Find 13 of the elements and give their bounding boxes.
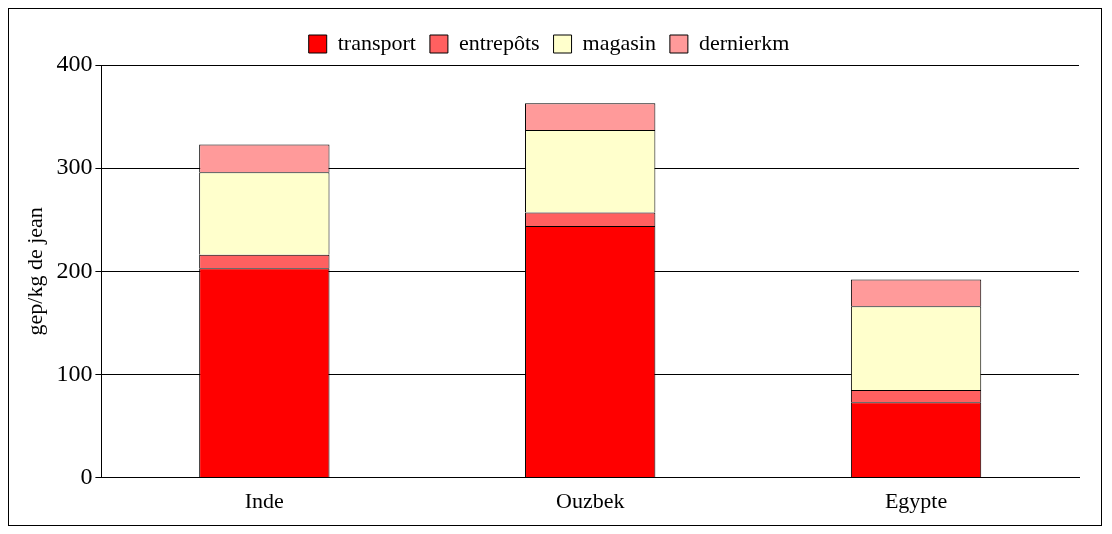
x-tick-label: Egypte [884,487,948,513]
legend-label: magasin [582,29,656,55]
legend-label: entrepôts [458,29,540,55]
x-tick-label: Ouzbek [555,487,625,513]
y-tick-label: 200 [56,256,93,283]
y-tick-label: 100 [56,359,93,386]
y-axis-title: gep/kg de jean [21,207,47,336]
y-tick-label: 300 [56,153,93,180]
legend-label: dernierkm [698,29,790,55]
x-tick-label: Inde [244,487,284,513]
legend-label: transport [337,29,416,55]
y-tick-label: 0 [80,462,93,489]
y-tick-label: 400 [56,50,93,77]
